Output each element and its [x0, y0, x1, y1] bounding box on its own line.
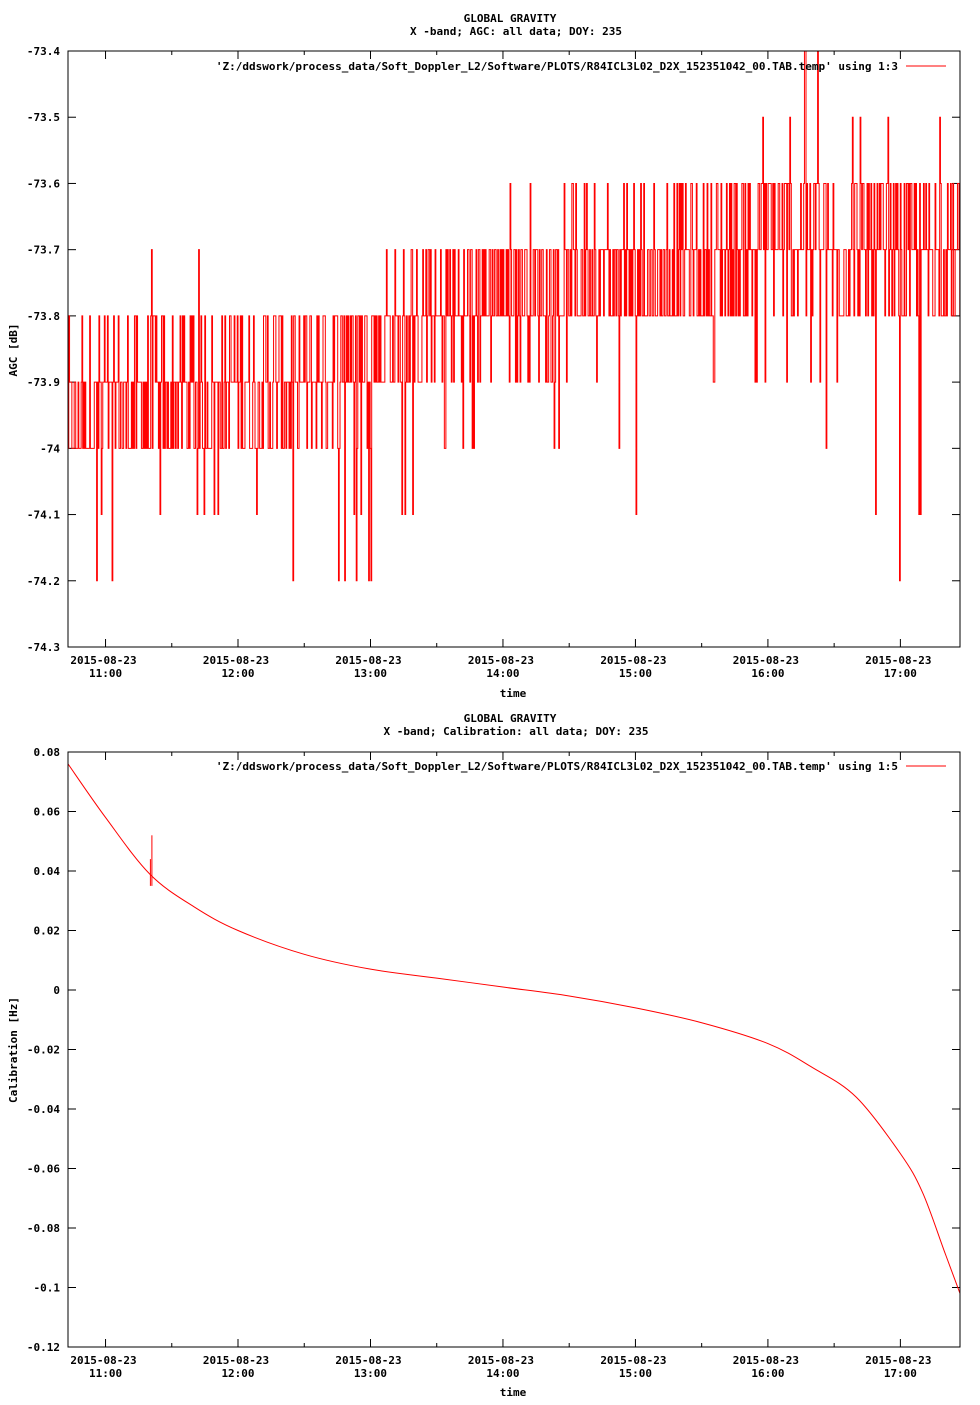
- x-tick-time-label: 13:00: [354, 667, 387, 680]
- x-tick-time-label: 12:00: [221, 667, 254, 680]
- agc-legend: 'Z:/ddswork/process_data/Soft_Doppler_L2…: [216, 60, 946, 73]
- agc-x-axis-label: time: [500, 687, 527, 700]
- calibration-legend-label: 'Z:/ddswork/process_data/Soft_Doppler_L2…: [216, 760, 898, 773]
- x-tick-date-label: 2015-08-23: [600, 654, 666, 667]
- y-tick-label: 0.08: [34, 746, 61, 759]
- calibration-title-line2: X -band; Calibration: all data; DOY: 235: [384, 725, 649, 738]
- y-tick-label: -73.5: [27, 111, 60, 124]
- y-tick-label: -0.02: [27, 1044, 60, 1057]
- y-tick-label: -73.7: [27, 244, 60, 257]
- x-tick-time-label: 16:00: [751, 1367, 784, 1380]
- y-tick-label: -73.8: [27, 310, 60, 323]
- agc-y-axis-label: AGC [dB]: [7, 324, 20, 377]
- x-tick-time-label: 17:00: [884, 1367, 917, 1380]
- agc-data-line: [68, 50, 961, 582]
- agc-legend-label: 'Z:/ddswork/process_data/Soft_Doppler_L2…: [216, 60, 898, 73]
- y-tick-label: -73.6: [27, 177, 60, 190]
- calibration-legend: 'Z:/ddswork/process_data/Soft_Doppler_L2…: [216, 760, 946, 773]
- x-tick-date-label: 2015-08-23: [468, 1354, 534, 1367]
- x-tick-time-label: 17:00: [884, 667, 917, 680]
- x-tick-date-label: 2015-08-23: [733, 1354, 799, 1367]
- x-tick-time-label: 11:00: [89, 667, 122, 680]
- x-tick-date-label: 2015-08-23: [203, 654, 269, 667]
- x-tick-time-label: 14:00: [486, 1367, 519, 1380]
- y-tick-label: 0.04: [34, 865, 61, 878]
- y-tick-label: -74.1: [27, 509, 60, 522]
- x-tick-time-label: 15:00: [619, 667, 652, 680]
- x-tick-time-label: 16:00: [751, 667, 784, 680]
- calibration-y-axis-label: Calibration [Hz]: [7, 997, 20, 1103]
- x-tick-time-label: 12:00: [221, 1367, 254, 1380]
- y-tick-label: -0.12: [27, 1341, 60, 1354]
- calibration-plot-frame: [67, 751, 961, 1348]
- x-tick-time-label: 11:00: [89, 1367, 122, 1380]
- calibration-chart: GLOBAL GRAVITY X -band; Calibration: all…: [7, 712, 961, 1399]
- x-tick-date-label: 2015-08-23: [70, 1354, 136, 1367]
- y-tick-label: -73.9: [27, 376, 60, 389]
- y-tick-label: -74: [40, 442, 60, 455]
- agc-title-line1: GLOBAL GRAVITY: [464, 12, 557, 25]
- x-tick-date-label: 2015-08-23: [600, 1354, 666, 1367]
- x-tick-time-label: 15:00: [619, 1367, 652, 1380]
- agc-plot-frame: [67, 50, 961, 648]
- agc-chart: GLOBAL GRAVITY X -band; AGC: all data; D…: [7, 12, 961, 700]
- calibration-data-line: [67, 763, 961, 1294]
- y-tick-label: -73.4: [27, 45, 60, 58]
- x-tick-date-label: 2015-08-23: [468, 654, 534, 667]
- x-tick-time-label: 13:00: [354, 1367, 387, 1380]
- y-tick-label: -0.04: [27, 1103, 60, 1116]
- x-tick-date-label: 2015-08-23: [203, 1354, 269, 1367]
- y-tick-label: -0.06: [27, 1163, 60, 1176]
- x-tick-date-label: 2015-08-23: [733, 654, 799, 667]
- y-tick-label: 0.02: [34, 925, 61, 938]
- x-tick-date-label: 2015-08-23: [335, 654, 401, 667]
- y-tick-label: -74.2: [27, 575, 60, 588]
- y-tick-label: -0.08: [27, 1222, 60, 1235]
- calibration-axis-ticks: 0.08 0.06 0.04 0.02 0 -0.02 -0.04 -0.06 -0.08 -0.…: [27, 746, 960, 1380]
- y-tick-label: -0.1: [34, 1282, 61, 1295]
- agc-series-line: [68, 50, 961, 582]
- y-tick-label: 0: [53, 984, 60, 997]
- agc-title-line2: X -band; AGC: all data; DOY: 235: [410, 25, 622, 38]
- y-tick-label: -74.3: [27, 641, 60, 654]
- calibration-title-line1: GLOBAL GRAVITY: [464, 712, 557, 725]
- y-tick-label: 0.06: [34, 806, 61, 819]
- x-tick-date-label: 2015-08-23: [335, 1354, 401, 1367]
- x-tick-date-label: 2015-08-23: [865, 1354, 931, 1367]
- x-tick-date-label: 2015-08-23: [865, 654, 931, 667]
- x-tick-date-label: 2015-08-23: [70, 654, 136, 667]
- calibration-x-axis-label: time: [500, 1386, 527, 1399]
- calibration-series-line: [67, 763, 961, 1294]
- x-tick-time-label: 14:00: [486, 667, 519, 680]
- agc-axis-ticks: -73.4 -73.5 -73.6 -73.7 -73.8 -73.9 -74 -74.1 -7…: [27, 45, 960, 680]
